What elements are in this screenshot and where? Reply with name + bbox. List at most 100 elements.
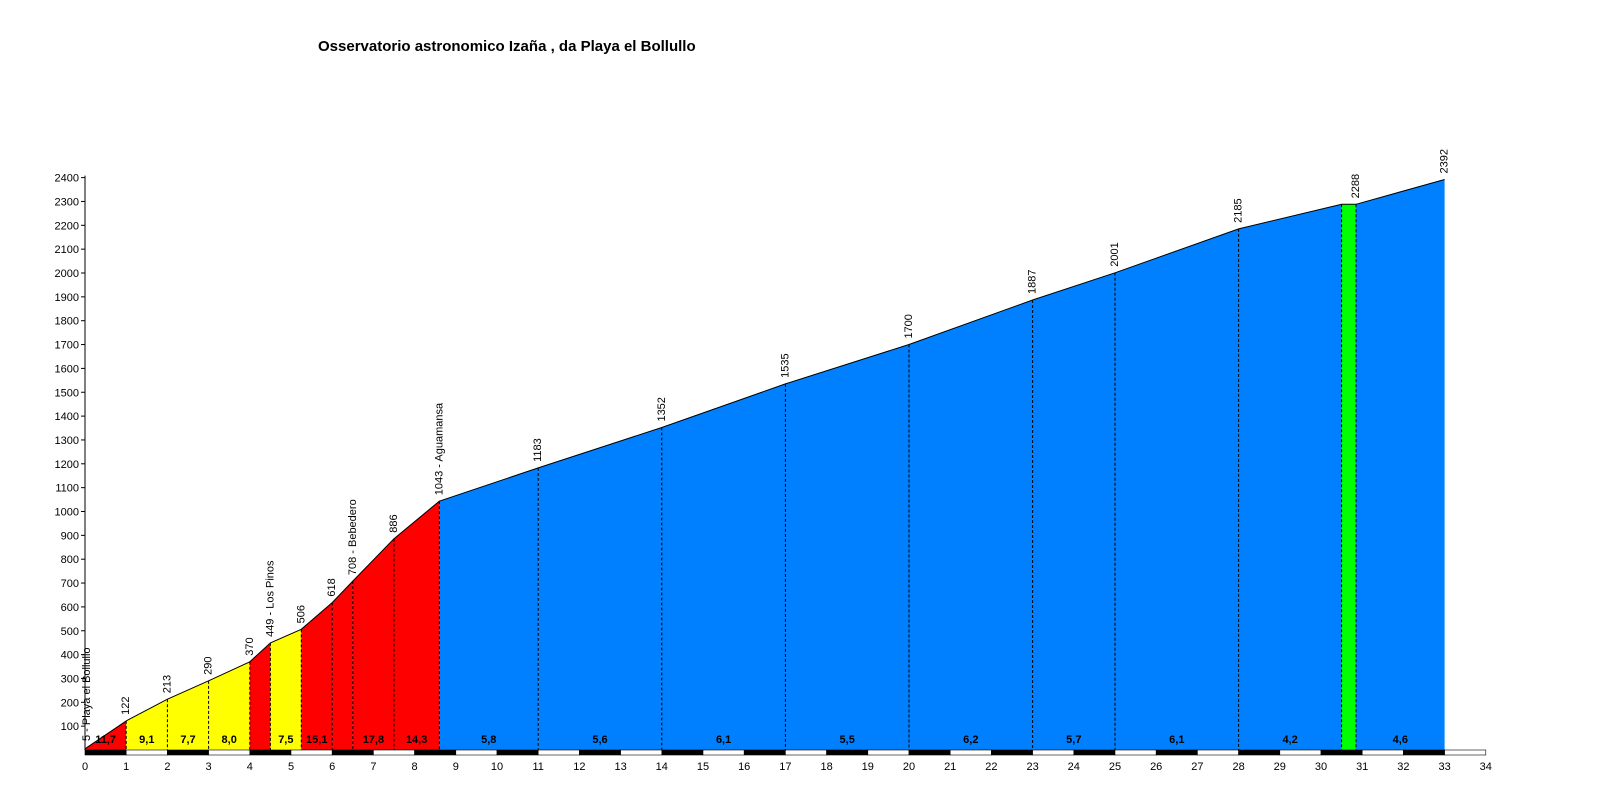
x-tick-label-13: 13 (614, 761, 626, 773)
x-tick-label-4: 4 (247, 761, 253, 773)
x-tick-label-2: 2 (164, 761, 170, 773)
x-tick-label-9: 9 (453, 761, 459, 773)
y-tick-label-1000: 1000 (55, 507, 79, 519)
x-scale-block-23 (1032, 749, 1075, 756)
x-tick-label-33: 33 (1438, 761, 1450, 773)
waypoint-label-1: 122 (120, 697, 132, 715)
x-tick-label-26: 26 (1150, 761, 1162, 773)
x-scale-block-6 (331, 749, 374, 756)
chart-title: Osservatorio astronomico Izaña , da Play… (318, 38, 696, 55)
segment-gradient-label-15: 5,7 (1066, 734, 1081, 746)
y-tick-label-2000: 2000 (55, 268, 79, 280)
y-tick-label-1200: 1200 (55, 459, 79, 471)
y-tick-label-1800: 1800 (55, 316, 79, 328)
segment-area-5 (270, 629, 302, 750)
x-scale-block-0 (84, 749, 127, 756)
x-scale-block-26 (1155, 749, 1198, 756)
segment-area-2 (167, 680, 209, 750)
segment-area-12 (661, 383, 786, 750)
segment-area-17 (1238, 204, 1342, 751)
y-tick-label-1400: 1400 (55, 411, 79, 423)
segment-area-11 (538, 427, 662, 750)
x-tick-label-20: 20 (903, 761, 915, 773)
x-scale-block-16 (743, 749, 786, 756)
y-tick-label-200: 200 (61, 697, 79, 709)
waypoint-label-11: 1183 (532, 438, 544, 462)
x-tick-label-34: 34 (1480, 761, 1492, 773)
x-tick-label-0: 0 (82, 761, 88, 773)
y-tick-label-800: 800 (61, 554, 79, 566)
x-tick-label-31: 31 (1356, 761, 1368, 773)
segment-area-15 (1032, 272, 1115, 750)
x-scale-block-5 (290, 749, 333, 756)
x-scale-block-25 (1114, 749, 1157, 756)
y-tick-label-1700: 1700 (55, 340, 79, 352)
y-tick-label-300: 300 (61, 673, 79, 685)
waypoint-label-19: 2288 (1350, 174, 1362, 198)
y-tick-label-1300: 1300 (55, 435, 79, 447)
waypoint-label-12: 1352 (656, 397, 668, 421)
x-tick-label-7: 7 (370, 761, 376, 773)
y-tick-label-2100: 2100 (55, 244, 79, 256)
y-tick-label-1100: 1100 (55, 483, 79, 495)
x-tick-label-19: 19 (862, 761, 874, 773)
x-tick-label-22: 22 (985, 761, 997, 773)
segment-gradient-label-2: 7,7 (180, 734, 195, 746)
x-tick-label-12: 12 (573, 761, 585, 773)
segment-area-16 (1115, 228, 1239, 750)
x-tick-label-3: 3 (206, 761, 212, 773)
x-tick-label-23: 23 (1026, 761, 1038, 773)
x-scale-block-15 (702, 749, 745, 756)
x-scale-block-28 (1238, 749, 1281, 756)
waypoint-label-8: 708 - Bebedero (347, 499, 359, 575)
x-tick-label-10: 10 (491, 761, 503, 773)
x-scale-block-17 (785, 749, 827, 756)
waypoint-label-13: 1535 (779, 353, 791, 377)
x-scale-block-29 (1279, 749, 1322, 756)
segment-area-13 (785, 344, 909, 750)
segment-gradient-label-5: 7,5 (278, 734, 293, 746)
x-tick-label-1: 1 (123, 761, 129, 773)
x-scale-block-9 (455, 749, 498, 756)
x-scale-block-21 (949, 749, 992, 756)
x-tick-label-8: 8 (412, 761, 418, 773)
waypoint-label-3: 290 (203, 656, 215, 674)
x-tick-label-17: 17 (779, 761, 791, 773)
waypoint-label-7: 618 (326, 578, 338, 596)
y-tick-label-600: 600 (61, 602, 79, 614)
waypoint-label-15: 1887 (1027, 269, 1039, 293)
y-tick-label-900: 900 (61, 530, 79, 542)
x-tick-label-16: 16 (738, 761, 750, 773)
segment-gradient-label-16: 6,1 (1169, 734, 1184, 746)
x-scale-block-30 (1320, 749, 1363, 756)
x-tick-label-5: 5 (288, 761, 294, 773)
segment-gradient-label-8: 17,8 (363, 734, 384, 746)
x-tick-label-28: 28 (1232, 761, 1244, 773)
segment-gradient-label-6: 15,1 (306, 734, 327, 746)
segment-area-1 (126, 699, 168, 750)
x-scale-block-7 (373, 749, 415, 756)
x-scale-block-8 (414, 749, 457, 756)
x-scale-block-3 (208, 749, 251, 756)
segment-area-6 (301, 602, 333, 750)
profile-line (84, 179, 1445, 750)
waypoint-label-6: 506 (295, 605, 307, 623)
segment-gradient-label-10: 5,8 (481, 734, 496, 746)
segment-gradient-label-13: 5,5 (840, 734, 855, 746)
x-tick-label-29: 29 (1274, 761, 1286, 773)
segment-area-4 (249, 642, 271, 750)
segment-area-18 (1341, 204, 1357, 751)
x-tick-label-6: 6 (329, 761, 335, 773)
x-scale-block-1 (125, 749, 168, 756)
x-scale-block-27 (1197, 749, 1239, 756)
x-tick-label-30: 30 (1315, 761, 1327, 773)
x-tick-label-24: 24 (1068, 761, 1080, 773)
x-scale-block-19 (867, 749, 910, 756)
x-scale-block-18 (826, 749, 869, 756)
x-scale-block-13 (620, 749, 663, 756)
x-tick-label-21: 21 (944, 761, 956, 773)
y-tick-label-500: 500 (61, 626, 79, 638)
x-scale-block-31 (1361, 749, 1404, 756)
x-scale-block-22 (991, 749, 1033, 756)
